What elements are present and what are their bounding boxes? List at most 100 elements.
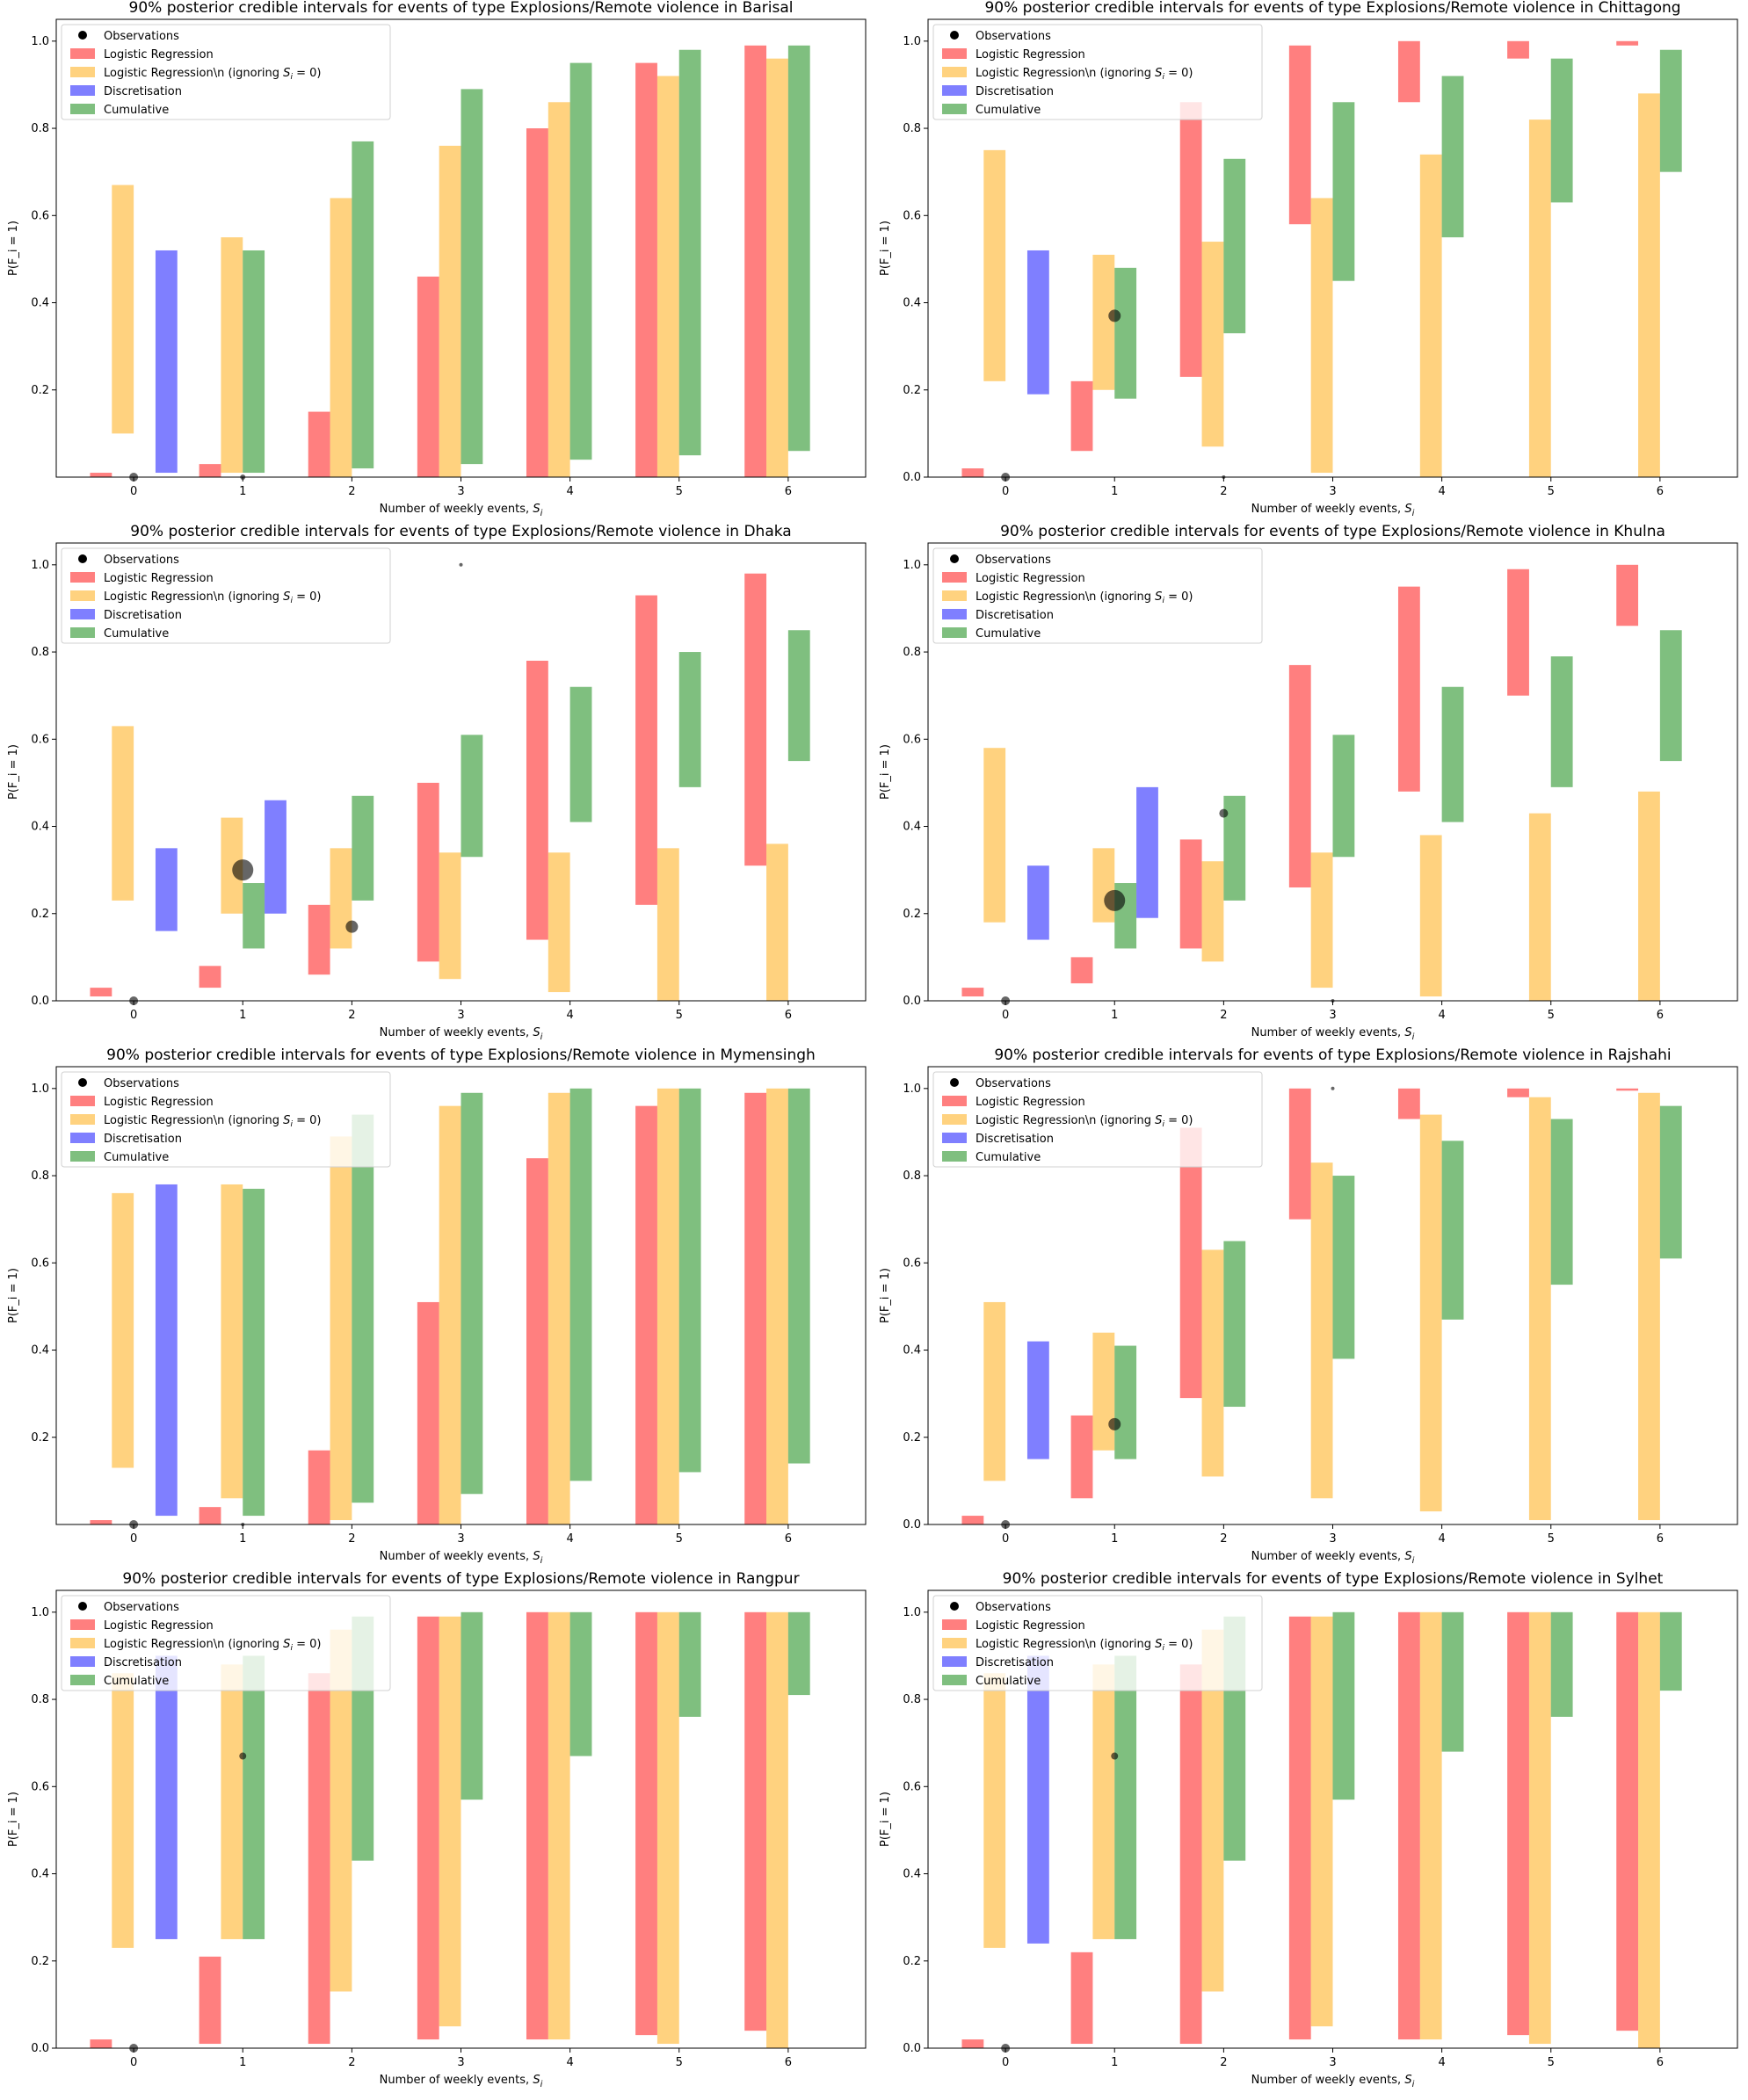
logistic-ignoring-bar xyxy=(983,149,1006,381)
legend-frame xyxy=(61,24,391,120)
y-axis-label: P(F_i = 1) xyxy=(879,1792,892,1847)
logistic-ignoring-bar xyxy=(656,1088,679,1524)
observation-point xyxy=(1108,309,1121,322)
logistic-ignoring-bar xyxy=(112,1192,134,1468)
subplot-title: 90% posterior credible intervals for eve… xyxy=(129,0,794,17)
x-tick-label: 4 xyxy=(1438,2056,1445,2069)
legend-swatch xyxy=(942,1656,967,1667)
legend-entry: Discretisation xyxy=(976,609,1054,622)
legend-entry: Logistic Regression xyxy=(104,48,214,62)
y-tick-label: 0.2 xyxy=(31,1431,49,1445)
logistic-bar xyxy=(417,1301,439,1524)
logistic-bar xyxy=(199,1507,221,1524)
x-axis-label: Number of weekly events, Si xyxy=(1251,1550,1415,1566)
y-tick-label: 1.0 xyxy=(31,1083,49,1096)
x-tick-label: 1 xyxy=(1111,1009,1118,1022)
logistic-bar xyxy=(417,276,439,477)
x-tick-label: 6 xyxy=(1657,2056,1664,2069)
logistic-bar xyxy=(199,966,221,988)
discretisation-bar xyxy=(1026,250,1049,395)
y-axis-label: P(F_i = 1) xyxy=(879,221,892,276)
y-tick-label: 0.2 xyxy=(31,384,49,397)
x-tick-label: 2 xyxy=(1220,2056,1227,2069)
y-tick-label: 0.2 xyxy=(31,1955,49,1968)
legend-swatch xyxy=(942,627,967,638)
y-tick-label: 0.0 xyxy=(903,2042,921,2055)
y-tick-label: 1.0 xyxy=(903,559,921,572)
logistic-ignoring-bar xyxy=(983,1673,1006,1948)
logistic-bar xyxy=(199,1956,221,2045)
logistic-ignoring-bar xyxy=(1638,1092,1660,1521)
observation-point xyxy=(232,859,254,881)
legend-marker-observations xyxy=(78,1602,87,1611)
y-tick-label: 0.4 xyxy=(903,821,921,834)
logistic-ignoring-bar xyxy=(221,1664,243,1939)
x-tick-label: 5 xyxy=(1548,485,1555,498)
x-tick-label: 0 xyxy=(130,2056,137,2069)
legend-swatch xyxy=(942,104,967,114)
y-tick-label: 0.4 xyxy=(903,1868,921,1881)
logistic-ignoring-bar xyxy=(1092,1664,1115,1939)
legend-marker-observations xyxy=(78,1078,87,1087)
y-tick-label: 0.4 xyxy=(903,1344,921,1358)
x-tick-label: 6 xyxy=(785,1009,792,1022)
logistic-bar xyxy=(308,904,330,975)
logistic-ignoring-bar xyxy=(656,76,679,477)
legend-swatch xyxy=(70,1096,95,1106)
logistic-ignoring-bar xyxy=(1092,254,1115,390)
legend-entry: Discretisation xyxy=(976,1656,1054,1669)
cumulative-bar xyxy=(352,795,374,901)
y-tick-label: 0.0 xyxy=(903,471,921,484)
logistic-ignoring-bar xyxy=(766,58,788,478)
subplot-2: 90% posterior credible intervals for eve… xyxy=(879,0,1738,518)
cumulative-bar xyxy=(243,1188,265,1517)
logistic-ignoring-bar xyxy=(1419,154,1442,478)
x-tick-label: 3 xyxy=(457,1532,464,1546)
logistic-bar xyxy=(1397,1088,1420,1119)
legend-frame xyxy=(61,547,391,644)
legend-entry: Discretisation xyxy=(104,1656,182,1669)
legend-frame xyxy=(61,1595,391,1691)
discretisation-bar xyxy=(1026,1655,1049,1944)
legend-entry: Logistic Regression\n (ignoring Si = 0) xyxy=(976,1114,1193,1129)
legend-entry: Logistic Regression xyxy=(104,1096,214,1109)
cumulative-bar xyxy=(787,630,810,762)
legend-entry: Logistic Regression\n (ignoring Si = 0) xyxy=(104,67,321,82)
cumulative-bar xyxy=(678,49,701,456)
legend-swatch xyxy=(942,609,967,619)
legend-entry: Discretisation xyxy=(104,1133,182,1146)
legend-entry: Cumulative xyxy=(104,1151,169,1164)
logistic-ignoring-bar xyxy=(983,1301,1006,1481)
logistic-ignoring-bar xyxy=(330,848,352,949)
discretisation-bar xyxy=(1136,786,1158,918)
y-tick-label: 0.8 xyxy=(903,1693,921,1706)
cumulative-bar xyxy=(678,652,701,787)
logistic-ignoring-bar xyxy=(1201,861,1224,962)
legend-entry: Observations xyxy=(104,1601,179,1614)
observation-point xyxy=(459,562,463,567)
observation-point xyxy=(1108,1417,1121,1430)
logistic-bar xyxy=(417,1616,439,2040)
y-tick-label: 0.6 xyxy=(31,1780,49,1793)
x-tick-label: 4 xyxy=(566,1532,573,1546)
legend-entry: Observations xyxy=(104,554,179,567)
legend-entry: Cumulative xyxy=(976,1151,1041,1164)
y-tick-label: 0.0 xyxy=(903,1518,921,1532)
y-axis-label: P(F_i = 1) xyxy=(7,744,20,800)
logistic-ignoring-bar xyxy=(1528,1611,1551,2045)
legend-swatch xyxy=(70,1675,95,1685)
subplot-title: 90% posterior credible intervals for eve… xyxy=(1000,523,1665,540)
logistic-bar xyxy=(744,1611,767,2031)
legend: Observations Logistic Regression Logistic … xyxy=(932,1071,1263,1168)
logistic-ignoring-bar xyxy=(1528,1097,1551,1521)
logistic-ignoring-bar xyxy=(656,848,679,1001)
cumulative-bar xyxy=(461,735,483,858)
legend-marker-observations xyxy=(950,1602,959,1611)
logistic-ignoring-bar xyxy=(1201,1249,1224,1477)
y-tick-label: 1.0 xyxy=(31,1606,49,1619)
legend-entry: Observations xyxy=(976,554,1051,567)
y-axis-label: P(F_i = 1) xyxy=(7,1268,20,1323)
x-tick-label: 0 xyxy=(1002,1532,1009,1546)
x-tick-label: 6 xyxy=(1657,1532,1664,1546)
